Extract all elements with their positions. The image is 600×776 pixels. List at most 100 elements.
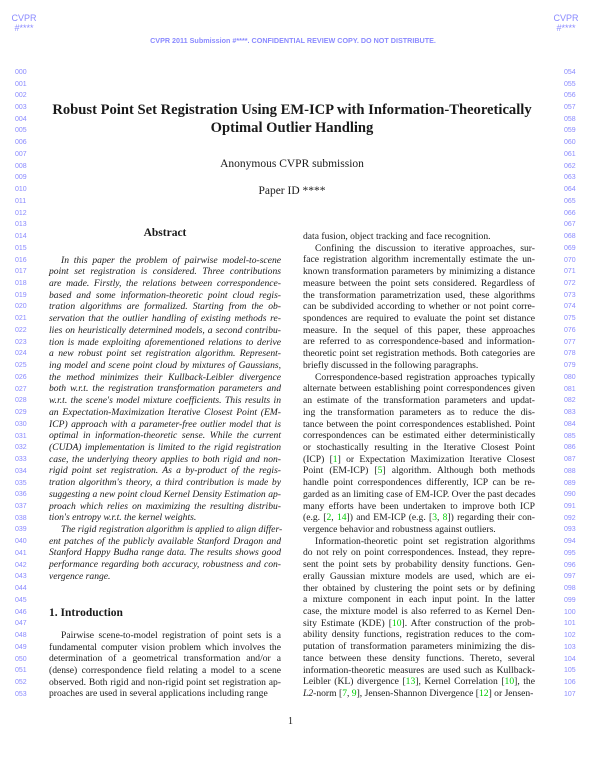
line-number: 082 <box>564 397 576 405</box>
citation-number[interactable]: 1 <box>332 453 338 465</box>
text-line: (dense) correspondence field relating a … <box>49 664 281 676</box>
line-number: 000 <box>15 68 27 76</box>
paragraph: Correspondence-based registration approa… <box>303 372 536 536</box>
text-line: performance regarding both accuracy, rob… <box>49 559 281 571</box>
line-number: 028 <box>15 397 27 405</box>
citation-number[interactable]: 5 <box>377 465 383 477</box>
text-line: ing the transformation parameters as to … <box>303 406 535 418</box>
text-line: based and some information-theoretic poi… <box>49 289 281 301</box>
line-number: 077 <box>564 338 576 346</box>
line-number: 062 <box>564 162 576 170</box>
text-line: sity Estimate (KDE) [10]. After construc… <box>303 617 535 629</box>
line-number: 104 <box>564 655 576 663</box>
text-line: a mixture component in each input point.… <box>303 594 535 606</box>
citation-number[interactable]: 7 <box>342 688 347 700</box>
page-number: 1 <box>288 716 293 727</box>
text-line: garded as an limiting case of EM-ICP. Ov… <box>303 488 536 500</box>
citation[interactable]: [3, 8] <box>429 512 451 524</box>
text-line: face registration algorithm incrementall… <box>303 254 535 266</box>
citation[interactable]: [2, 14] <box>323 512 350 524</box>
text-line: observed. Both rigid and non-rigid point… <box>49 676 281 688</box>
line-number: 010 <box>15 186 27 194</box>
text-line: case, the underlying theory applies to b… <box>49 453 281 465</box>
text-line: the method minimizes their Kullback-Leib… <box>49 371 281 383</box>
line-number: 098 <box>564 585 576 593</box>
line-number: 053 <box>15 690 27 698</box>
line-number: 090 <box>564 491 576 499</box>
citation[interactable]: [13] <box>402 676 419 688</box>
line-number: 033 <box>15 456 27 464</box>
line-number: 004 <box>15 115 27 123</box>
text-line: vergence range. <box>49 570 111 582</box>
citation-number[interactable]: 9 <box>351 688 357 700</box>
citation-number[interactable]: 2 <box>326 512 332 524</box>
text-line: In this paper the problem of pairwise mo… <box>61 254 281 266</box>
citation-number[interactable]: 12 <box>478 688 489 700</box>
citation-number[interactable]: 8 <box>442 512 448 524</box>
text-line: ing model and scene point cloud by mixtu… <box>49 359 281 371</box>
text-line: correspondences can be estimated either … <box>303 430 535 442</box>
line-number: 022 <box>15 326 27 334</box>
line-number: 073 <box>564 291 576 299</box>
line-number: 097 <box>564 573 576 581</box>
author: Anonymous CVPR submission <box>220 158 364 170</box>
line-number: 076 <box>564 326 576 334</box>
text-line: fundamental computer vision problem whic… <box>49 641 281 653</box>
paragraph: In this paper the problem of pairwise mo… <box>49 255 281 525</box>
line-number: 106 <box>564 678 576 686</box>
line-number: 070 <box>564 256 576 264</box>
venue-label: CVPR <box>553 13 579 23</box>
text-line: ICP) approach with a parameter-free outl… <box>49 418 281 430</box>
line-number: 063 <box>564 174 576 182</box>
text-line: Pairwise scene-to-model registration of … <box>61 629 281 641</box>
line-number: 009 <box>15 174 27 182</box>
text-line: (e.g. [2, 14]) and EM-ICP (e.g. [3, 8]) … <box>303 512 536 524</box>
citation[interactable]: [7, 9] <box>339 688 360 700</box>
citation[interactable]: [5] <box>374 465 386 477</box>
line-number: 102 <box>564 632 576 640</box>
text-line: the transformation parametrization used,… <box>303 289 535 301</box>
text-line: an Expectation-Maximization Iterative Cl… <box>49 406 281 418</box>
citation[interactable]: [10] <box>501 676 518 688</box>
line-number: 095 <box>564 549 576 557</box>
line-numbers-left: 000 001 002 003 004 005 006 007 008 009 010 011 012 0… <box>15 67 27 701</box>
line-number: 037 <box>15 502 27 510</box>
line-number: 006 <box>15 139 27 147</box>
line-number: 057 <box>564 104 576 111</box>
line-number: 103 <box>564 643 576 651</box>
line-number: 017 <box>15 268 27 276</box>
line-number: 087 <box>564 456 576 464</box>
line-number: 065 <box>564 197 576 205</box>
line-number: 019 <box>15 291 27 299</box>
text-line: ability density functions, registration … <box>303 629 535 641</box>
citation-number[interactable]: 13 <box>405 676 416 688</box>
citation-number[interactable]: 10 <box>391 617 402 629</box>
line-number: 055 <box>564 80 576 88</box>
citation-number[interactable]: 3 <box>432 512 438 524</box>
line-number: 039 <box>15 526 27 534</box>
text-line: ent patches of the publicly available St… <box>49 535 281 547</box>
citation-number[interactable]: 14 <box>336 512 347 524</box>
citation-number[interactable]: 10 <box>504 676 515 688</box>
line-number: 046 <box>15 608 27 616</box>
citation[interactable]: [1] <box>329 453 341 465</box>
right-column-body: data fusion, object tracking and face re… <box>303 231 536 700</box>
text-line: The rigid registration algorithm is appl… <box>61 524 283 536</box>
text-line: (CUDA) implementation is limited to the … <box>49 442 281 453</box>
line-number: 107 <box>564 690 576 698</box>
text-line: handle point correspondences differently… <box>303 477 535 489</box>
citation[interactable]: [12] <box>475 688 492 700</box>
title-line: Optimal Outlier Handling <box>210 120 374 136</box>
venue-mark-right: CVPR #**** <box>546 13 586 33</box>
line-number: 044 <box>15 585 27 593</box>
text-line: servation that the outlier handling of e… <box>49 313 281 325</box>
line-number: 012 <box>15 209 27 217</box>
text-line: tration algorithms are formalized. Start… <box>49 301 281 313</box>
text-line: tion is made exploiting aforementioned r… <box>49 336 281 348</box>
line-number: 047 <box>15 620 27 628</box>
text-line: point set registration is considered. Th… <box>49 266 281 278</box>
line-number: 001 <box>15 80 27 88</box>
citation[interactable]: [10] <box>388 617 405 629</box>
submission-id: #**** <box>14 23 34 33</box>
line-number: 050 <box>15 655 27 663</box>
